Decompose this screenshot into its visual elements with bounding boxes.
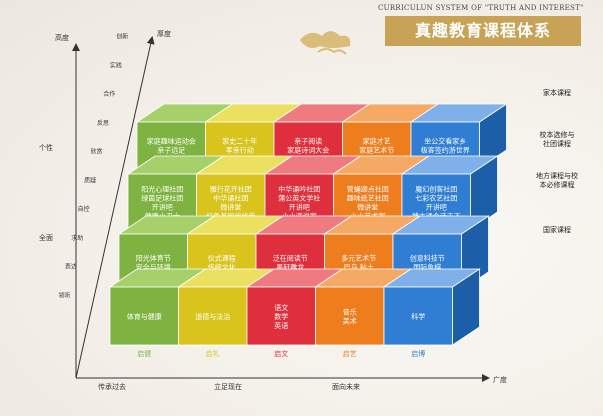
column-name: 启礼 [206,349,220,358]
block-text: 七彩农艺社团 [415,194,457,203]
depth-axis [75,36,155,379]
block-text: 仪式课程 [208,254,236,263]
depth-level: 求助 [71,234,83,242]
block-text: 中华诵吟社团 [278,185,320,194]
breadth-axis-label: 广度 [493,375,507,384]
column-name: 启健 [137,349,151,358]
depth-level: 质疑 [84,176,96,184]
block-text: 开讲吧 [152,203,173,212]
tier-label: 地方课程与校本必修课程 [536,171,578,189]
breadth-level: 面向未来 [332,382,360,391]
block-text: 道德与法治 [195,312,230,321]
column-name: 启博 [411,349,425,358]
depth-level: 实践 [110,61,122,69]
block-text: 家庭才艺 [363,137,391,146]
height-axis-label: 高度 [55,33,69,42]
block-text: 音乐 [343,308,357,317]
cloud-ornament-icon [300,31,351,55]
tier-label: 家本课程 [543,88,571,97]
depth-level: 反思 [97,119,109,127]
block-text: 泛在阅读节 [273,254,308,263]
block-text: 亲子阅读 [294,137,322,146]
block-text: 家史二十年 [222,137,257,146]
height-level: 个性 [39,143,53,152]
block-text: 安全与环境 [136,263,171,272]
block-text: 坐公交看家乡 [424,137,466,146]
block-text: 数学 [274,312,288,321]
block-text: 绿茵足球社团 [141,194,183,203]
block-text: 中华诵社团 [213,194,248,203]
block-text: 阳光体育节 [136,254,171,263]
block-text: 家庭艺术节 [359,146,394,155]
block-text: 体育与健康 [127,312,162,321]
tier-label-line: 社团课程 [543,139,571,148]
tier-label: 校本选修与社团课程 [540,130,575,148]
block-text: 创意科技节 [410,254,445,263]
depth-level: 合作 [103,90,115,98]
tier-label-line: 校本选修与 [540,130,575,139]
depth-level: 欣赏 [91,148,103,156]
block-text: 墨轩雕龙 [276,263,304,272]
block-text: 趣味纸艺社团 [347,194,389,203]
block-text: 美术 [343,317,357,326]
breadth-level: 立足现在 [214,382,242,391]
column-name: 启艺 [343,349,357,358]
block-text: 国际象棋 [413,263,441,272]
block-front [315,286,385,346]
block-text: 魔幻创客社团 [415,185,457,194]
block-front [178,286,248,346]
tier-label-line: 本必修课程 [540,180,575,189]
block-text: 传统文化 [208,263,236,272]
block-text: 家庭诗词大会 [287,146,329,155]
block-text: 语文 [274,303,288,312]
block-text: 家庭趣味运动会 [147,137,196,146]
block-text: 科学 [411,312,425,321]
block-text: 阳光心理社团 [141,185,183,194]
block-text: 开讲吧 [289,203,310,212]
depth-axis-label: 厚度 [157,29,171,38]
block-text: 蒲公英文学社 [278,194,320,203]
depth-level: 创新 [116,33,128,41]
depth-level: 领听 [58,291,70,299]
block-text: 极客签约游世界 [421,146,470,155]
block-front [109,286,179,346]
block-text: 亲子远足 [157,146,185,155]
tier-label-line: 地方课程与校 [536,171,578,180]
block-text: 孝亲行动 [226,146,254,155]
block-text: 英语 [274,321,288,330]
column-name: 启文 [274,349,288,358]
block-front [383,286,453,346]
breadth-level: 传承过去 [98,382,126,391]
block-text: 雅行花开社团 [210,185,252,194]
block-text: 微讲堂 [357,203,378,212]
block-text: 管蛹颂点社团 [347,185,389,194]
depth-level: 表达 [65,263,77,271]
tier-label: 国家课程 [543,225,571,234]
title-chinese: 真趣教育课程体系 [385,16,581,46]
title-english: CURRICULUN SYSTEM OF "TRUTH AND INTEREST… [378,4,584,12]
block-text: 开讲吧 [426,203,447,212]
depth-level: 自控 [78,205,90,213]
block-text: 微讲堂 [220,203,241,212]
block-text: 巴乌 粘土 [344,263,374,272]
block-text: 多元艺术节 [341,254,376,263]
height-level: 全面 [39,233,53,242]
